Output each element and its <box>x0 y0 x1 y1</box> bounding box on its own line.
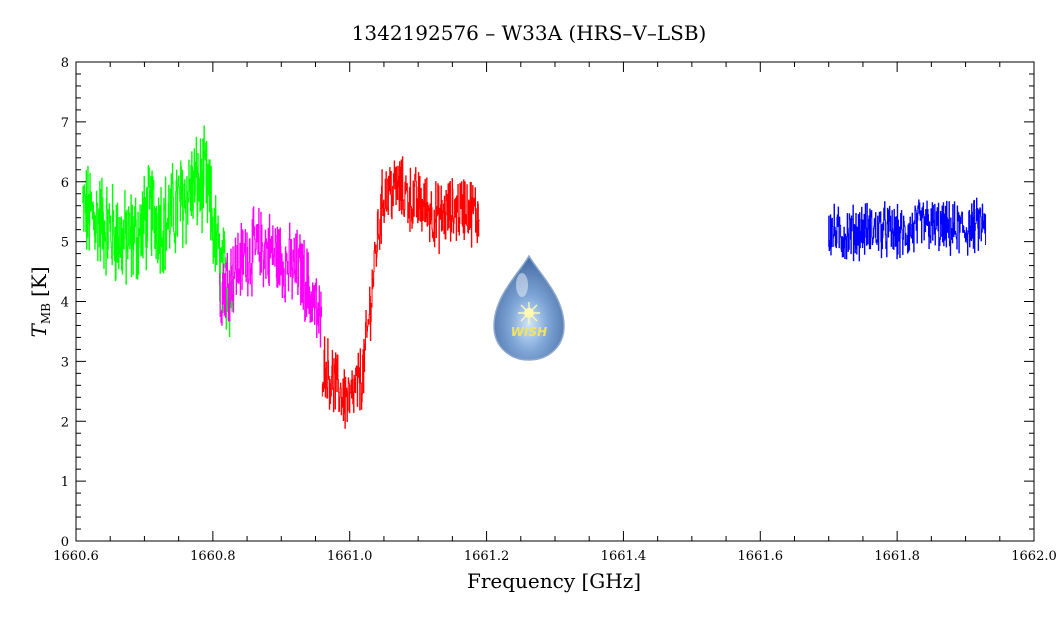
svg-text:TMB[K]: TMB [K] <box>27 267 53 338</box>
x-tick-label: 1660.8 <box>190 549 236 564</box>
x-tick-label: 1662.0 <box>1011 549 1057 564</box>
x-tick-label: 1661.6 <box>738 549 784 564</box>
y-tick-label: 5 <box>61 236 69 251</box>
x-axis-label: Frequency [GHz] <box>467 569 641 593</box>
series-line-1 <box>219 206 323 348</box>
series-layer <box>82 125 987 429</box>
chart-title: 1342192576 – W33A (HRS–V–LSB) <box>352 21 707 45</box>
plot-area: 1660.6 1660.8 1661.0 1661.2 1661.4 1661.6 1661… <box>53 56 1057 564</box>
logo-text: WISH <box>511 325 547 339</box>
y-tick-label: 8 <box>61 56 69 71</box>
x-tick-label: 1661.4 <box>601 549 647 564</box>
y-tick-label: 7 <box>61 116 69 131</box>
x-tick-label: 1661.8 <box>874 549 920 564</box>
y-axis-label-sub: MB <box>39 303 53 324</box>
y-tick-label: 4 <box>61 296 69 311</box>
y-axis-label-main: T <box>27 323 51 338</box>
y-tick-label: 2 <box>61 415 69 430</box>
series-line-2 <box>321 156 480 429</box>
y-tick-label: 6 <box>61 176 69 191</box>
series-line-3 <box>828 197 987 262</box>
wish-logo: WISH <box>493 254 565 361</box>
x-tick-label: 1660.6 <box>53 549 99 564</box>
x-tick-label: 1661.2 <box>464 549 510 564</box>
ticks-layer: 1660.6 1660.8 1661.0 1661.2 1661.4 1661.6 1661… <box>53 56 1057 564</box>
y-axis-label: TMB [K] <box>27 267 53 338</box>
y-tick-label: 3 <box>61 355 69 370</box>
x-tick-label: 1661.0 <box>327 549 373 564</box>
series-line-0 <box>82 125 234 337</box>
y-axis-label-unit: [K] <box>27 267 51 298</box>
y-tick-label: 1 <box>61 475 69 490</box>
y-tick-label: 0 <box>61 535 69 550</box>
